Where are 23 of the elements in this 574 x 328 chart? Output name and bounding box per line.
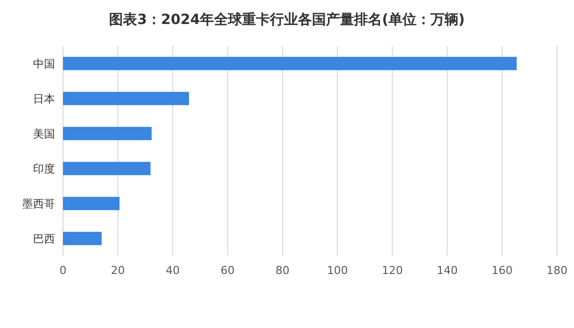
x-tick-label: 100 bbox=[326, 264, 348, 277]
y-tick-label: 巴西 bbox=[33, 232, 55, 246]
x-tick-label: 120 bbox=[382, 264, 403, 277]
x-tick-label: 180 bbox=[546, 264, 568, 277]
bar bbox=[63, 56, 517, 70]
x-tick-label: 0 bbox=[60, 264, 66, 277]
x-tick-label: 80 bbox=[276, 264, 290, 277]
bar bbox=[63, 126, 152, 140]
x-tick-label: 40 bbox=[166, 264, 180, 277]
bar bbox=[63, 196, 120, 210]
y-tick-label: 墨西哥 bbox=[22, 198, 55, 210]
y-tick-label: 印度 bbox=[33, 162, 55, 176]
chart-title: 图表3：2024年全球重卡行业各国产量排名(单位：万辆) bbox=[109, 11, 465, 28]
y-tick-label: 日本 bbox=[33, 92, 55, 106]
x-tick-label: 60 bbox=[220, 264, 235, 277]
y-tick-label: 中国 bbox=[33, 58, 55, 70]
bar bbox=[63, 92, 189, 106]
x-tick-label: 160 bbox=[492, 264, 513, 277]
x-tick-label: 140 bbox=[436, 264, 458, 277]
bar bbox=[63, 162, 151, 176]
bar bbox=[63, 232, 102, 246]
y-tick-label: 美国 bbox=[33, 128, 55, 140]
x-tick-label: 20 bbox=[110, 264, 125, 277]
